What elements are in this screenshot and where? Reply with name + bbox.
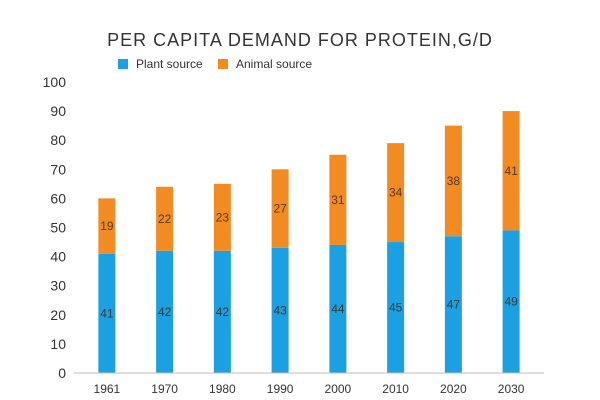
bar-animal: [213, 183, 231, 251]
x-tick-label: 1961: [94, 382, 121, 396]
data-label-animal: 41: [504, 164, 518, 178]
y-tick-label: 30: [50, 278, 66, 294]
bar-plant: [387, 242, 405, 373]
data-label-animal: 34: [389, 186, 403, 200]
legend-label-animal: Animal source: [236, 57, 313, 71]
x-tick-label: 2010: [382, 382, 409, 396]
y-tick-label: 60: [50, 190, 66, 206]
bar-plant: [502, 230, 520, 373]
y-tick-label: 100: [43, 74, 67, 90]
bar-plant: [271, 247, 289, 373]
x-tick-label: 2020: [440, 382, 467, 396]
bar-plant: [98, 253, 116, 373]
legend-label-plant: Plant source: [136, 57, 203, 71]
bars: 41 19 42 22 42 23 43 27 44 31 45 34 47 38 49 41: [98, 111, 520, 373]
y-tick-label: 50: [50, 220, 66, 236]
data-label-animal: 23: [216, 210, 230, 224]
y-tick-label: 70: [50, 161, 66, 177]
data-label-plant: 44: [331, 302, 345, 316]
data-label-plant: 42: [216, 305, 230, 319]
data-label-plant: 41: [100, 306, 114, 320]
data-label-animal: 38: [447, 174, 461, 188]
bar-plant: [444, 236, 462, 373]
data-label-animal: 27: [273, 202, 287, 216]
y-tick-label: 10: [50, 336, 66, 352]
x-tick-label: 1980: [209, 382, 236, 396]
legend-swatch-animal: [218, 59, 228, 69]
bar-plant: [156, 250, 174, 373]
x-tick-label: 1970: [151, 382, 178, 396]
legend-item-plant: Plant source: [118, 57, 203, 71]
data-label-animal: 22: [158, 212, 172, 226]
data-label-animal: 31: [331, 193, 345, 207]
bar-animal: [329, 154, 347, 245]
legend-swatch-plant: [118, 59, 128, 69]
y-tick-label: 20: [50, 307, 66, 323]
data-label-animal: 19: [100, 219, 114, 233]
bar-animal: [387, 143, 405, 243]
x-tick-label: 1990: [267, 382, 294, 396]
data-label-plant: 49: [504, 295, 518, 309]
bar-plant: [329, 244, 347, 373]
data-label-plant: 42: [158, 305, 172, 319]
y-tick-label: 80: [50, 132, 66, 148]
bar-animal: [98, 198, 116, 254]
y-tick-label: 40: [50, 249, 66, 265]
bar-animal: [444, 125, 462, 237]
data-label-plant: 43: [273, 303, 287, 317]
y-axis: 0 10 20 30 40 50 60 70 80 90 100: [43, 74, 67, 381]
bar-animal: [271, 169, 289, 248]
x-tick-label: 2030: [498, 382, 525, 396]
data-label-plant: 47: [447, 298, 461, 312]
y-tick-label: 90: [50, 103, 66, 119]
bar-animal: [156, 186, 174, 251]
y-tick-label: 0: [58, 365, 66, 381]
x-tick-label: 2000: [325, 382, 352, 396]
legend-item-animal: Animal source: [218, 57, 312, 71]
data-label-plant: 45: [389, 301, 403, 315]
chart-title: PER CAPITA DEMAND FOR PROTEIN,G/D: [107, 30, 493, 50]
bar-plant: [213, 250, 231, 373]
bar-animal: [502, 111, 520, 231]
x-axis: 1961 1970 1980 1990 2000 2010 2020 2030: [74, 372, 544, 396]
